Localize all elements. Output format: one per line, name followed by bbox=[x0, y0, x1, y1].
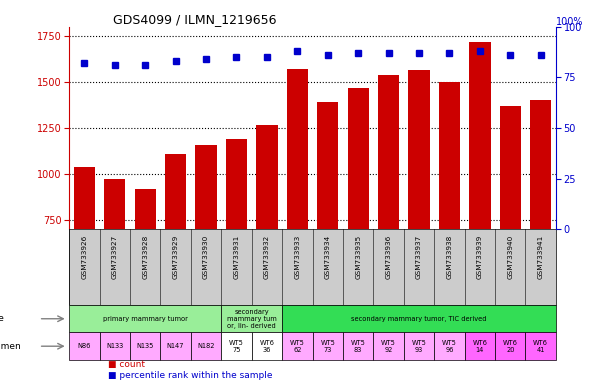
Text: WT6
20: WT6 20 bbox=[503, 340, 517, 353]
Text: GSM733936: GSM733936 bbox=[386, 235, 392, 280]
Bar bbox=[525, 333, 556, 360]
Bar bbox=[191, 333, 221, 360]
Text: GSM733929: GSM733929 bbox=[172, 235, 178, 280]
Bar bbox=[495, 333, 525, 360]
Bar bbox=[195, 144, 217, 358]
Text: WT6
14: WT6 14 bbox=[472, 340, 487, 353]
Bar bbox=[282, 305, 556, 333]
Text: 100%: 100% bbox=[556, 17, 584, 27]
Text: GSM733933: GSM733933 bbox=[294, 235, 300, 280]
Bar bbox=[221, 305, 282, 333]
Text: ■ percentile rank within the sample: ■ percentile rank within the sample bbox=[108, 371, 273, 380]
Text: GSM733926: GSM733926 bbox=[81, 235, 87, 280]
Bar bbox=[434, 333, 465, 360]
Text: ■ count: ■ count bbox=[108, 361, 145, 369]
Text: GSM733939: GSM733939 bbox=[477, 235, 483, 280]
Bar bbox=[347, 88, 369, 358]
Text: WT5
62: WT5 62 bbox=[290, 340, 305, 353]
Bar bbox=[282, 333, 313, 360]
Bar bbox=[439, 82, 460, 358]
Bar bbox=[221, 333, 252, 360]
Bar bbox=[74, 167, 95, 358]
Text: GSM733932: GSM733932 bbox=[264, 235, 270, 280]
Bar bbox=[69, 333, 100, 360]
Text: GSM733941: GSM733941 bbox=[538, 235, 544, 280]
Bar bbox=[499, 106, 521, 358]
Text: secondary
mammary tum
or, lin- derived: secondary mammary tum or, lin- derived bbox=[227, 309, 276, 329]
Bar bbox=[317, 102, 338, 358]
Text: WT5
93: WT5 93 bbox=[412, 340, 427, 353]
Bar bbox=[408, 70, 430, 358]
Bar bbox=[165, 154, 186, 358]
Text: tissue: tissue bbox=[0, 314, 5, 323]
Text: primary mammary tumor: primary mammary tumor bbox=[103, 316, 188, 322]
Text: GSM733937: GSM733937 bbox=[416, 235, 422, 280]
Text: GSM733935: GSM733935 bbox=[355, 235, 361, 280]
Text: WT5
75: WT5 75 bbox=[229, 340, 244, 353]
Text: WT6
41: WT6 41 bbox=[533, 340, 548, 353]
Text: N147: N147 bbox=[167, 343, 185, 349]
Text: WT5
83: WT5 83 bbox=[351, 340, 365, 353]
Text: WT5
73: WT5 73 bbox=[320, 340, 335, 353]
Text: WT6
36: WT6 36 bbox=[260, 340, 274, 353]
Text: GSM733931: GSM733931 bbox=[233, 235, 239, 280]
Text: GSM733940: GSM733940 bbox=[507, 235, 513, 280]
Text: GSM733934: GSM733934 bbox=[325, 235, 331, 280]
Text: GSM733928: GSM733928 bbox=[142, 235, 148, 280]
Bar bbox=[287, 69, 308, 358]
Text: WT5
92: WT5 92 bbox=[381, 340, 396, 353]
Bar bbox=[373, 333, 404, 360]
Text: GSM733927: GSM733927 bbox=[112, 235, 118, 280]
Bar bbox=[465, 333, 495, 360]
Bar bbox=[530, 101, 551, 358]
Bar bbox=[378, 75, 399, 358]
Text: GSM733938: GSM733938 bbox=[447, 235, 453, 280]
Bar bbox=[343, 333, 373, 360]
Bar bbox=[130, 333, 160, 360]
Bar bbox=[69, 305, 221, 333]
Bar bbox=[135, 189, 156, 358]
Bar bbox=[226, 139, 247, 358]
Text: specimen: specimen bbox=[0, 342, 22, 351]
Text: N135: N135 bbox=[136, 343, 154, 349]
Bar bbox=[256, 125, 278, 358]
Bar bbox=[252, 333, 282, 360]
Text: N133: N133 bbox=[106, 343, 123, 349]
Text: N182: N182 bbox=[197, 343, 215, 349]
Bar bbox=[160, 333, 191, 360]
Bar bbox=[313, 333, 343, 360]
Text: WT5
96: WT5 96 bbox=[442, 340, 457, 353]
Bar bbox=[104, 179, 126, 358]
Bar bbox=[100, 333, 130, 360]
Text: GSM733930: GSM733930 bbox=[203, 235, 209, 280]
Text: N86: N86 bbox=[78, 343, 91, 349]
Bar bbox=[469, 41, 490, 358]
Bar bbox=[404, 333, 435, 360]
Text: GDS4099 / ILMN_1219656: GDS4099 / ILMN_1219656 bbox=[113, 13, 276, 26]
Text: secondary mammary tumor, TIC derived: secondary mammary tumor, TIC derived bbox=[351, 316, 487, 322]
